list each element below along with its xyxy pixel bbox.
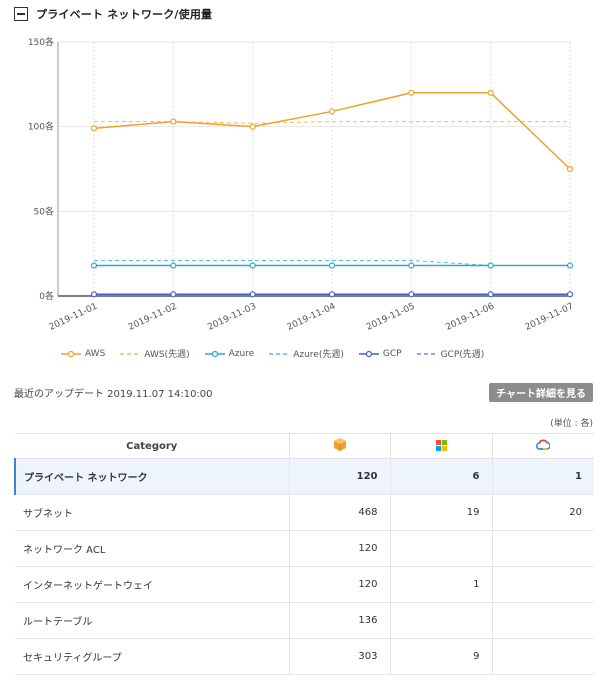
legend-item[interactable]: AWS(先週) — [119, 347, 190, 360]
data-point — [328, 108, 336, 115]
gcp-cell — [491, 566, 594, 603]
unit-label: (単位 : 各) — [550, 419, 593, 429]
table-row[interactable]: プライベート ネットワーク 120 6 1 — [14, 458, 594, 495]
gcp-cell: 1 — [491, 458, 594, 495]
y-tick-label: 0各 — [39, 290, 54, 302]
aws-icon — [333, 438, 346, 451]
chart-detail-button[interactable]: チャート詳細を見る — [489, 383, 593, 402]
table-row[interactable]: ルートテーブル 136 — [15, 602, 594, 639]
category-cell: プライベート ネットワーク — [14, 458, 289, 495]
legend-label: GCP — [382, 348, 402, 359]
y-tick-label: 150各 — [28, 36, 54, 48]
y-tick-label: 50各 — [34, 205, 54, 217]
gcp-cell: 20 — [491, 494, 594, 531]
aws-cell: 303 — [288, 638, 390, 675]
category-cell: ネットワーク ACL — [15, 530, 289, 567]
table-row[interactable]: セキュリティグループ 303 9 — [15, 638, 594, 675]
data-point — [249, 262, 256, 269]
azure-cell — [389, 602, 492, 639]
data-point — [328, 262, 336, 269]
legend-item[interactable]: GCP — [358, 347, 402, 360]
collapse-icon[interactable] — [14, 7, 28, 21]
azure-cell: 6 — [389, 458, 492, 495]
data-point — [408, 89, 415, 96]
data-point — [90, 262, 98, 269]
legend-label: AWS(先週) — [144, 350, 190, 360]
gcp-column-header — [491, 433, 594, 459]
legend-swatch — [204, 350, 225, 357]
table-row[interactable]: サブネット 468 19 20 — [15, 494, 594, 531]
series-line — [94, 259, 570, 267]
azure-cell: 9 — [389, 638, 492, 675]
data-point — [328, 291, 336, 298]
gcp-icon — [536, 439, 552, 450]
legend-swatch — [269, 352, 290, 355]
azure-cell — [389, 530, 492, 567]
data-point — [408, 262, 415, 269]
x-tick-label: 2019-11-04 — [286, 302, 338, 333]
x-tick-label: 2019-11-07 — [524, 302, 576, 333]
data-point — [487, 262, 494, 269]
usage-table: Category — [14, 433, 594, 675]
azure-column-header — [389, 433, 492, 459]
legend-item[interactable]: AWS — [60, 347, 105, 360]
section-title: プライベート ネットワーク/使用量 — [36, 8, 213, 21]
data-point — [90, 125, 98, 132]
legend-swatch — [120, 352, 141, 355]
azure-cell: 19 — [389, 494, 492, 531]
data-point — [566, 262, 574, 269]
legend-item[interactable]: Azure — [204, 347, 255, 360]
aws-cell: 120 — [288, 530, 390, 567]
gcp-cell — [491, 602, 594, 639]
gcp-cell — [491, 530, 594, 567]
legend-label: GCP(先週) — [440, 350, 485, 360]
data-point — [487, 89, 494, 96]
x-tick-label: 2019-11-03 — [206, 302, 258, 333]
y-tick-label: 100各 — [28, 121, 54, 133]
data-point — [90, 291, 98, 298]
data-point — [566, 291, 574, 298]
legend-label: Azure — [228, 348, 255, 359]
x-tick-label: 2019-11-05 — [365, 302, 417, 333]
data-point — [408, 291, 415, 298]
legend-swatch — [358, 350, 379, 357]
category-cell: インターネットゲートウェイ — [15, 566, 289, 603]
data-point — [170, 262, 177, 269]
legend-item[interactable]: GCP(先週) — [416, 347, 485, 360]
legend-swatch — [61, 350, 81, 357]
legend-item[interactable]: Azure(先週) — [268, 347, 344, 360]
chart-legend: AWS AWS(先週) Azure Azure(先週) GCP GCP(先週) — [60, 347, 498, 360]
table-row[interactable]: ネットワーク ACL 120 — [15, 530, 594, 567]
x-tick-label: 2019-11-06 — [444, 302, 496, 333]
x-tick-label: 2019-11-01 — [48, 302, 100, 333]
legend-swatch — [416, 352, 437, 355]
data-point — [249, 123, 256, 130]
data-point — [566, 165, 574, 173]
section-header: プライベート ネットワーク/使用量 — [14, 6, 212, 22]
category-header: Category — [15, 433, 289, 459]
azure-icon — [435, 440, 447, 452]
aws-cell: 120 — [288, 458, 390, 495]
table-header-row: Category — [15, 433, 594, 459]
data-point — [487, 291, 494, 298]
data-point — [170, 291, 177, 298]
usage-line-chart: 0各 50各 100各 150各 2019-11-01 2019-11-02 2019-11… — [28, 36, 576, 333]
x-tick-label: 2019-11-02 — [127, 302, 179, 333]
table-row[interactable]: インターネットゲートウェイ 120 1 — [15, 566, 594, 603]
category-cell: サブネット — [15, 494, 289, 531]
azure-cell: 1 — [389, 566, 492, 603]
data-point — [249, 291, 256, 298]
legend-label: Azure(先週) — [293, 350, 344, 360]
legend-label: AWS — [85, 348, 106, 359]
aws-column-header — [288, 433, 390, 459]
category-cell: セキュリティグループ — [15, 638, 289, 675]
aws-cell: 120 — [288, 566, 390, 603]
gcp-cell — [491, 638, 594, 675]
category-cell: ルートテーブル — [15, 602, 289, 639]
data-point — [170, 118, 177, 125]
aws-cell: 468 — [288, 494, 390, 531]
aws-cell: 136 — [288, 602, 390, 639]
last-updated-text: 最近のアップデート 2019.11.07 14:10:00 — [14, 389, 213, 400]
